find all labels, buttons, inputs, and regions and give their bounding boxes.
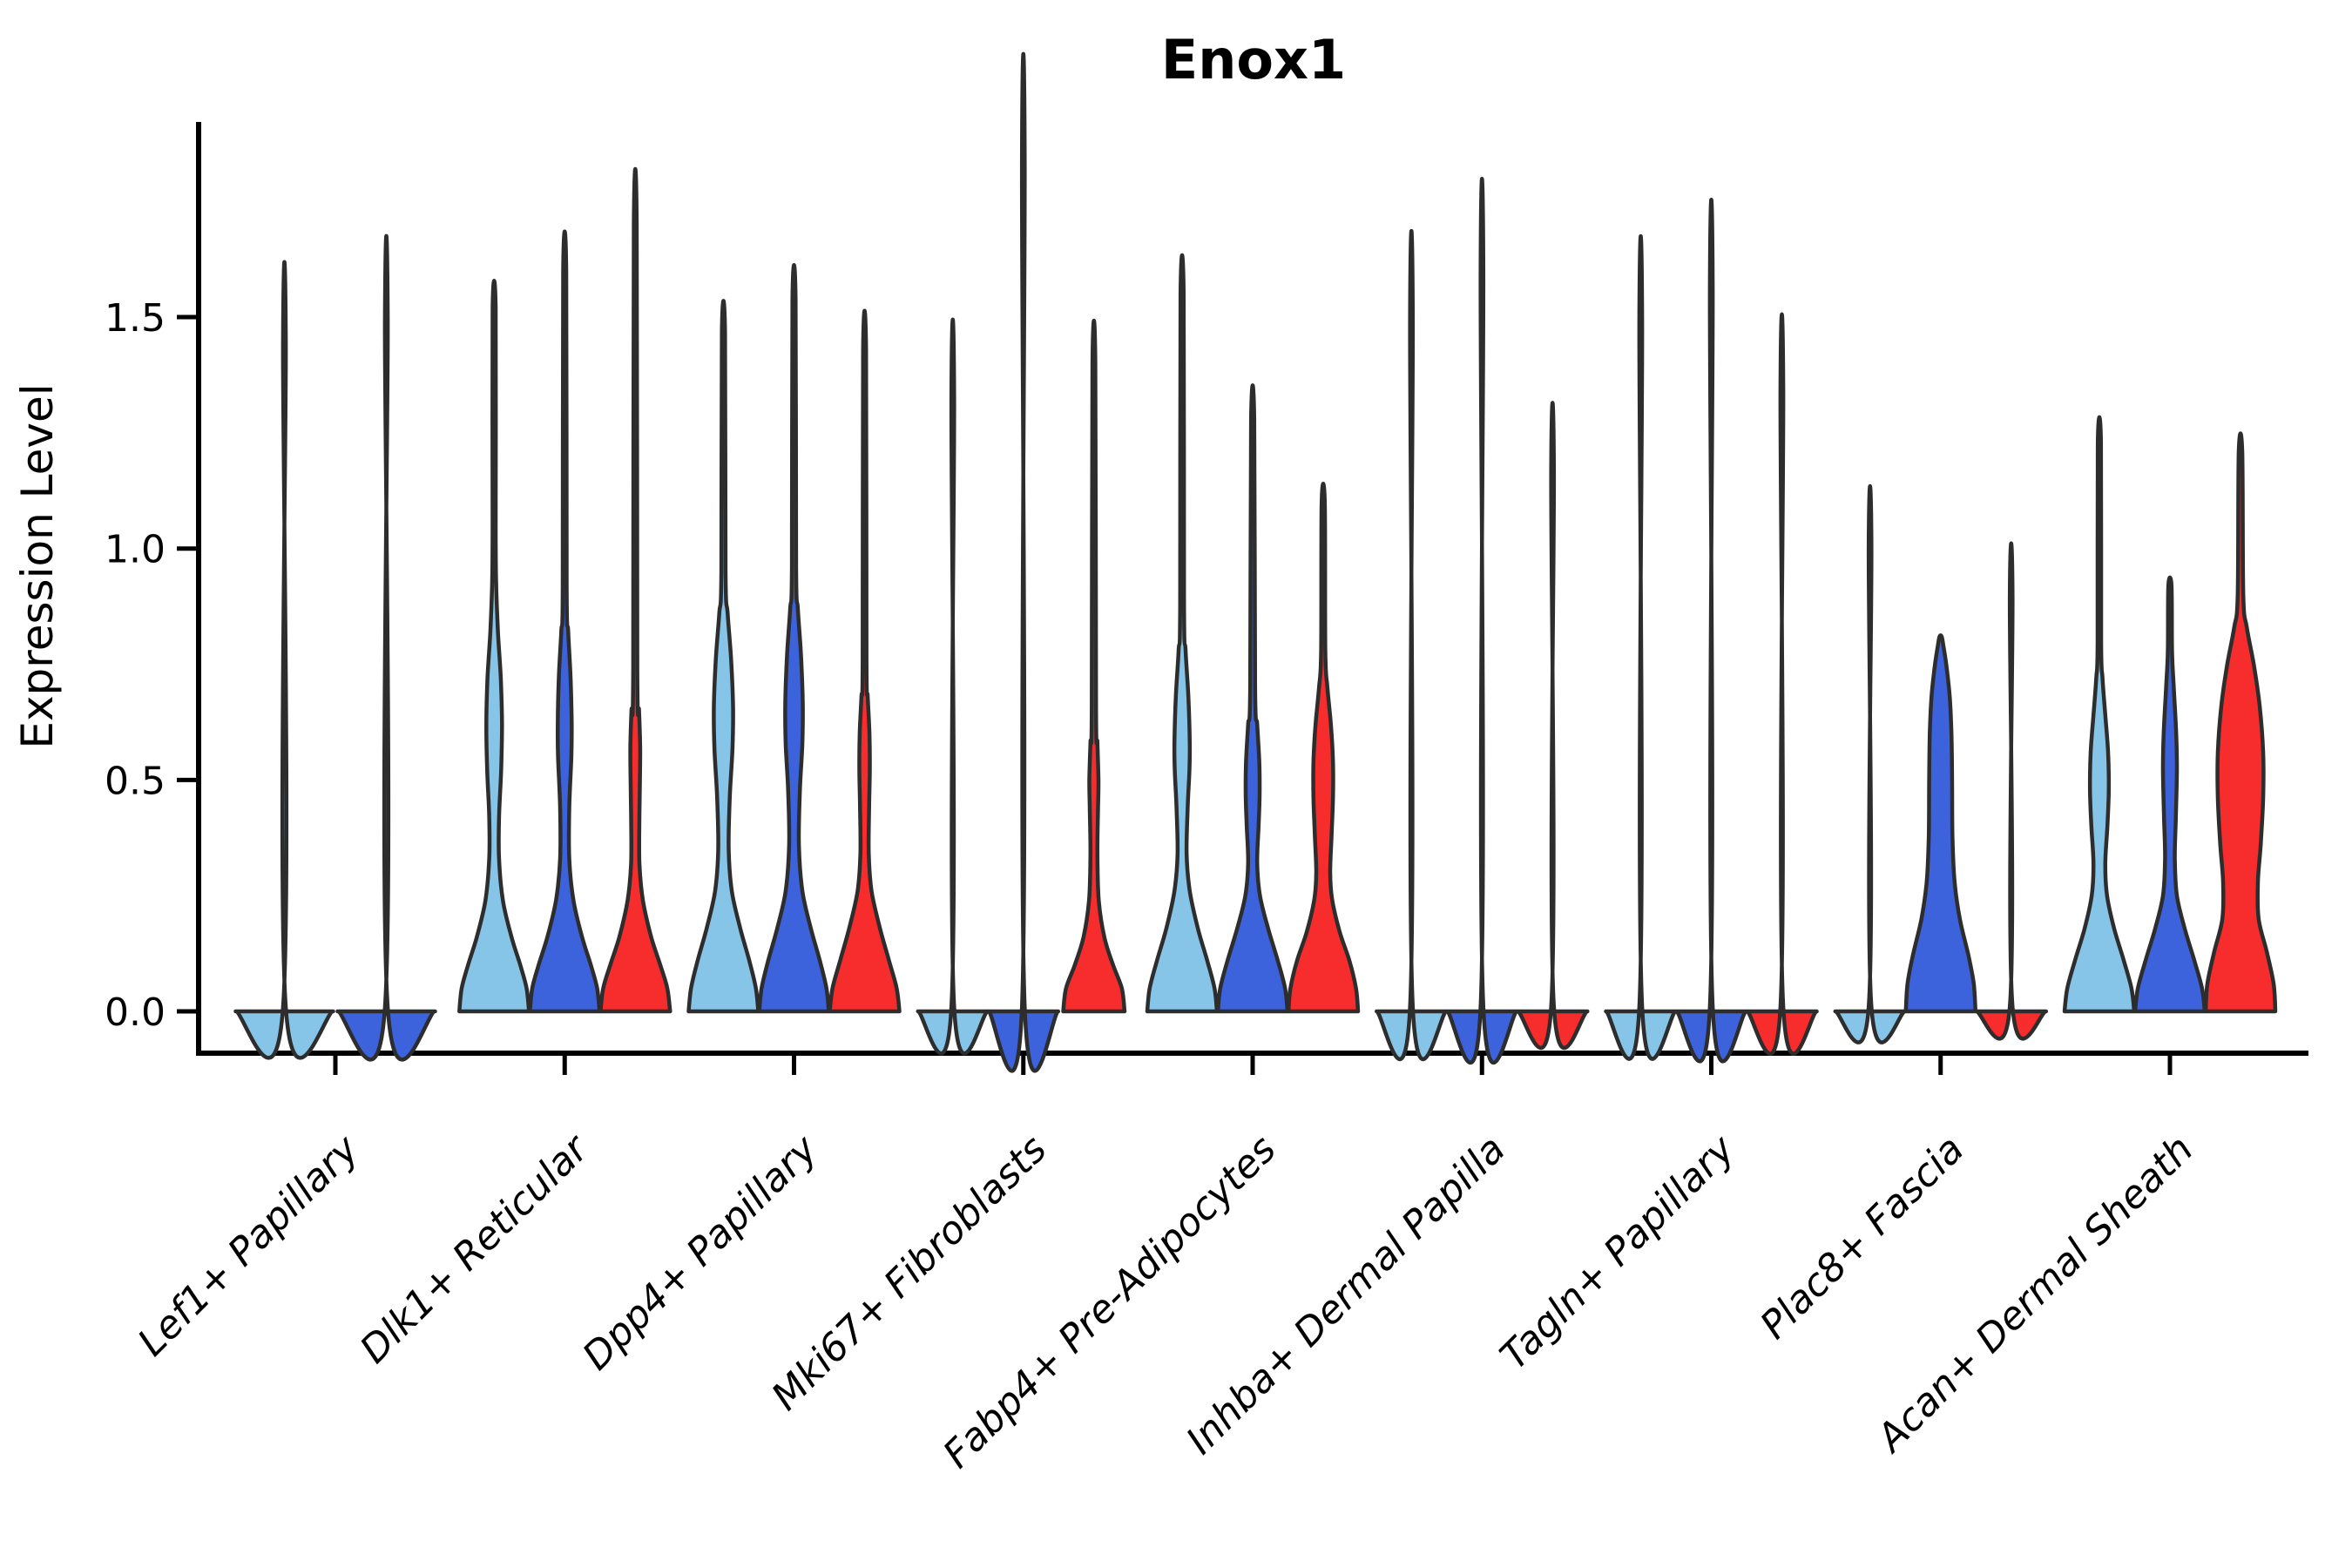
violin-dpp4-papillary-blue (757, 263, 831, 1014)
violin-plac8-fascia-light-blue (1833, 483, 1908, 1044)
violin-acan-dermal-sheath-red (2203, 431, 2278, 1014)
violin-mki67-fibroblasts-light-blue (916, 317, 990, 1056)
y-tick-label: 0.0 (105, 990, 166, 1035)
violin-dpp4-papillary-red (828, 308, 902, 1014)
y-tick-label: 1.0 (105, 528, 166, 572)
chart-title: Enox1 (1161, 28, 1346, 91)
violin-inhba-dermal-papilla-light-blue (1375, 229, 1449, 1062)
violin-mki67-fibroblasts-blue (986, 51, 1061, 1073)
violin-tagln-papillary-blue (1674, 198, 1748, 1064)
x-tick-label: Dpp4+ Papillary (574, 1126, 827, 1379)
violin-tagln-papillary-red (1745, 312, 1819, 1056)
violin-acan-dermal-sheath-light-blue (2062, 416, 2137, 1014)
y-axis-ticks: 0.0 0.5 1.0 1.5 (105, 296, 199, 1035)
violin-lef1-papillary-blue (335, 234, 437, 1062)
violin-fabp4-pre-adipocytes-blue (1215, 383, 1290, 1014)
violin-fabp4-pre-adipocytes-red (1286, 482, 1361, 1014)
violin-plac8-fascia-blue (1903, 633, 1978, 1014)
y-tick-label: 1.5 (105, 296, 166, 341)
violin-acan-dermal-sheath-blue (2132, 575, 2207, 1014)
violin-mki67-fibroblasts-red (1061, 318, 1127, 1014)
violin-dlk1-reticular-light-blue (457, 278, 531, 1014)
violin-dpp4-papillary-light-blue (686, 299, 760, 1014)
y-axis-label: Expression Level (12, 383, 63, 748)
violin-fabp4-pre-adipocytes-light-blue (1145, 253, 1220, 1014)
x-tick-label: Lef1+ Papillary (130, 1126, 368, 1365)
violin-inhba-dermal-papilla-blue (1445, 177, 1519, 1065)
violin-lef1-papillary-light-blue (233, 260, 335, 1060)
violin-tagln-papillary-light-blue (1604, 234, 1678, 1061)
violins-layer (233, 51, 2278, 1073)
x-tick-label: Dlk1+ Reticular (352, 1125, 598, 1372)
x-tick-label: Plac8+ Fascia (1752, 1127, 1972, 1348)
x-tick-label: Tagln+ Papillary (1492, 1126, 1744, 1378)
y-tick-label: 0.5 (105, 759, 166, 803)
violin-dlk1-reticular-red (598, 166, 672, 1014)
violin-inhba-dermal-papilla-red (1516, 401, 1590, 1051)
violin-dlk1-reticular-blue (528, 229, 602, 1014)
violin-plac8-fascia-red (1974, 541, 2049, 1041)
